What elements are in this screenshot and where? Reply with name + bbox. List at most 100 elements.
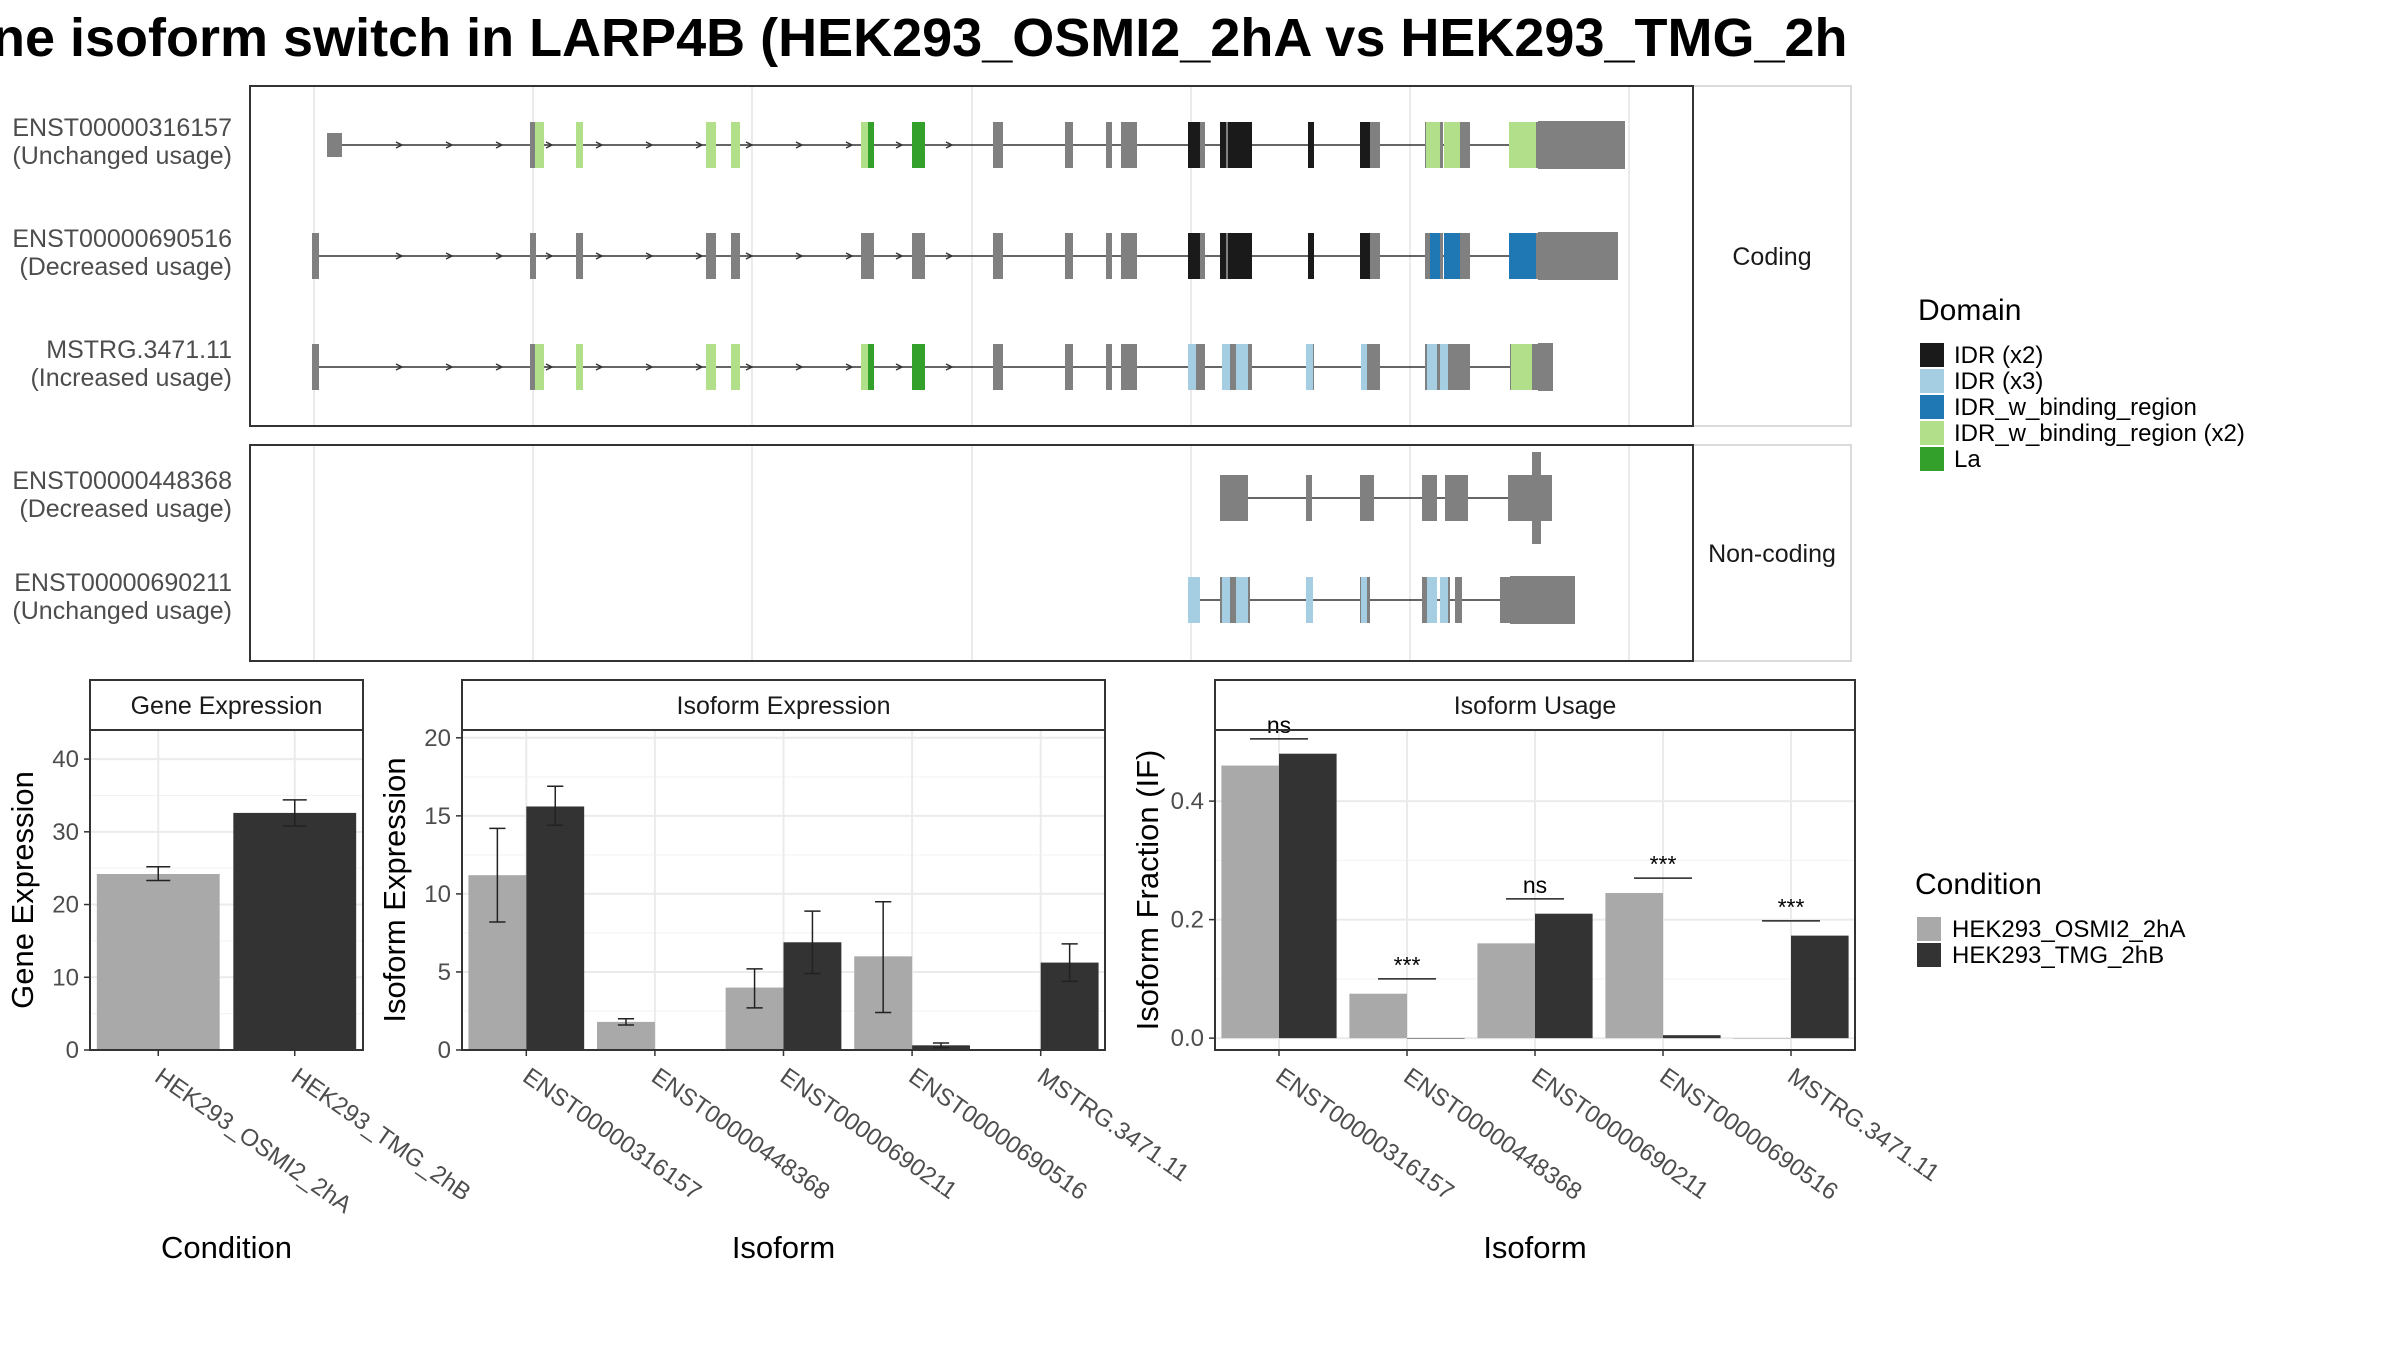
domain-block bbox=[1306, 577, 1313, 623]
exon bbox=[1106, 344, 1112, 390]
domain-block bbox=[1360, 233, 1370, 279]
significance-label: *** bbox=[1394, 952, 1421, 978]
significance-label: *** bbox=[1650, 851, 1677, 877]
domain-block bbox=[1430, 233, 1440, 279]
domain-block bbox=[912, 122, 925, 168]
exon bbox=[1121, 233, 1137, 279]
domain-block bbox=[1509, 122, 1536, 168]
exon bbox=[1106, 122, 1112, 168]
domain-block bbox=[1444, 233, 1460, 279]
domain-block bbox=[1188, 577, 1200, 623]
domain-block bbox=[1236, 344, 1248, 390]
bar bbox=[1477, 943, 1535, 1039]
domain-block bbox=[1426, 122, 1440, 168]
y-tick-label: 0.0 bbox=[1171, 1025, 1204, 1052]
exon bbox=[312, 344, 319, 390]
domain-block bbox=[1440, 577, 1448, 623]
exon bbox=[1460, 233, 1470, 279]
y-tick-label: 5 bbox=[438, 959, 451, 986]
bar bbox=[1221, 765, 1279, 1039]
bar bbox=[1279, 753, 1337, 1039]
exon-utr bbox=[1538, 121, 1625, 169]
isoform-expression-chart: Isoform Expression05101520ENST0000031615… bbox=[377, 679, 1194, 1265]
exon bbox=[1306, 475, 1312, 521]
significance-label: ns bbox=[1267, 712, 1291, 738]
legend-swatch bbox=[1917, 917, 1941, 941]
domain-block bbox=[868, 344, 874, 390]
exon bbox=[1500, 577, 1510, 623]
legend-title: Condition bbox=[1915, 868, 2042, 901]
panel-strip bbox=[89, 679, 364, 731]
significance-label: ns bbox=[1523, 872, 1547, 898]
intron-arrow bbox=[845, 363, 854, 371]
intron-arrow bbox=[495, 252, 504, 260]
legend-label: HEK293_TMG_2hB bbox=[1952, 942, 2164, 969]
domain-block bbox=[1361, 344, 1367, 390]
y-tick-label: 30 bbox=[52, 819, 79, 846]
isoform-usage-chart: Isoform Usage0.00.20.4ns***ns******ENST0… bbox=[1130, 679, 1944, 1265]
plot-border bbox=[89, 729, 364, 1051]
bar bbox=[1791, 935, 1849, 1039]
intron-arrow bbox=[645, 252, 654, 260]
domain-block bbox=[535, 344, 544, 390]
domain-block bbox=[868, 122, 874, 168]
panel-title: Gene Expression bbox=[131, 692, 323, 720]
legend-swatch bbox=[1920, 343, 1944, 367]
exon bbox=[530, 233, 536, 279]
domain-block bbox=[1188, 122, 1200, 168]
bar bbox=[1407, 1038, 1465, 1039]
domain-block bbox=[1228, 233, 1252, 279]
bar bbox=[1605, 892, 1663, 1039]
intron-arrow bbox=[945, 141, 954, 149]
exon bbox=[1422, 475, 1437, 521]
intron-arrow bbox=[545, 363, 554, 371]
legend-swatch bbox=[1917, 943, 1941, 967]
legend-swatch bbox=[1920, 369, 1944, 393]
significance-label: *** bbox=[1778, 894, 1805, 920]
exon bbox=[993, 344, 1003, 390]
domain-block bbox=[1427, 577, 1437, 623]
exon bbox=[867, 233, 874, 279]
exon bbox=[1445, 475, 1468, 521]
intron-arrow bbox=[895, 141, 904, 149]
facet-strip-label: Non-coding bbox=[1708, 540, 1836, 568]
bar bbox=[96, 874, 220, 1050]
intron-arrow bbox=[645, 363, 654, 371]
intron-arrow bbox=[645, 141, 654, 149]
intron-arrow bbox=[595, 141, 604, 149]
exon bbox=[993, 233, 1003, 279]
exon bbox=[993, 122, 1003, 168]
y-tick-label: 10 bbox=[424, 881, 451, 908]
domain-block bbox=[1511, 344, 1532, 390]
bar bbox=[1349, 993, 1407, 1039]
panel-title: Isoform Usage bbox=[1454, 692, 1617, 720]
transcript-usage-label: (Increased usage) bbox=[30, 364, 232, 392]
x-axis-label: Isoform bbox=[1483, 1230, 1586, 1265]
exon bbox=[1364, 344, 1380, 390]
transcript-label-MSTRG.3471.11: MSTRG.3471.11 bbox=[46, 336, 232, 364]
intron-arrow bbox=[595, 252, 604, 260]
transcript-label-ENST00000690211: ENST00000690211 bbox=[14, 569, 232, 597]
intron-arrow bbox=[695, 141, 704, 149]
exon bbox=[576, 233, 583, 279]
intron-arrow bbox=[845, 252, 854, 260]
exon bbox=[731, 233, 740, 279]
bar bbox=[597, 1021, 655, 1050]
exon bbox=[1455, 577, 1462, 623]
y-axis-label: Isoform Expression bbox=[377, 757, 412, 1022]
y-tick-label: 20 bbox=[52, 892, 79, 919]
domain-block bbox=[1361, 577, 1367, 623]
intron-arrow bbox=[445, 252, 454, 260]
domain-block bbox=[1308, 233, 1314, 279]
y-tick-label: 40 bbox=[52, 746, 79, 773]
transcript-label-ENST00000316157: ENST00000316157 bbox=[12, 114, 232, 142]
facet-strip bbox=[1692, 444, 1852, 662]
exon bbox=[530, 122, 536, 168]
panel-title: Isoform Expression bbox=[677, 692, 891, 720]
panel-strip bbox=[1214, 679, 1856, 731]
intron-arrow bbox=[545, 252, 554, 260]
domain-block bbox=[861, 344, 868, 390]
y-tick-label: 15 bbox=[424, 803, 451, 830]
